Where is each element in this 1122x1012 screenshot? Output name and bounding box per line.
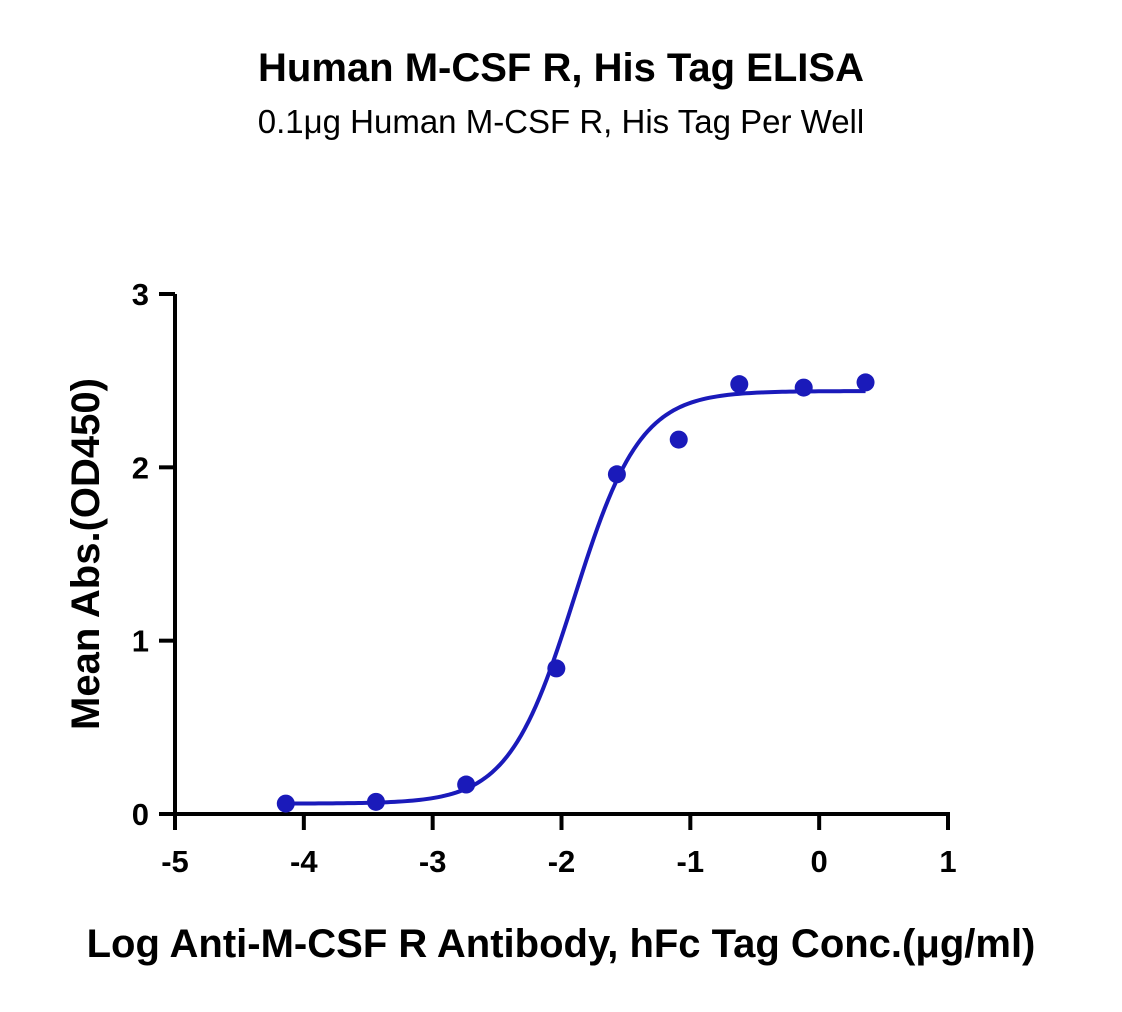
data-point <box>730 375 749 394</box>
data-point <box>607 465 626 484</box>
y-tick-label: 2 <box>132 450 149 485</box>
fit-curve <box>285 389 866 806</box>
data-point <box>856 373 875 392</box>
data-point <box>794 378 813 397</box>
x-axis-label: Log Anti-M-CSF R Antibody, hFc Tag Conc.… <box>87 922 1036 966</box>
x-tick-label: 0 <box>811 844 828 879</box>
chart-title: Human M-CSF R, His Tag ELISA <box>258 46 864 90</box>
data-point <box>366 792 385 811</box>
x-tick-label: -5 <box>161 844 189 879</box>
plot-area: -5 -4 -3 -2 -1 0 1 0 1 2 3 <box>132 277 957 879</box>
x-tick-label: -4 <box>290 844 318 879</box>
y-tick-label: 0 <box>132 797 149 832</box>
data-point <box>457 775 476 794</box>
y-tick-label: 3 <box>132 277 149 312</box>
data-point <box>276 794 295 813</box>
y-tick-label: 1 <box>132 624 149 659</box>
data-point <box>669 430 688 449</box>
x-tick-label: -3 <box>419 844 447 879</box>
x-axis-ticks: -5 -4 -3 -2 -1 0 1 <box>161 814 957 879</box>
chart-subtitle: 0.1μg Human M-CSF R, His Tag Per Well <box>258 103 864 140</box>
data-points <box>276 373 875 813</box>
x-tick-label: -1 <box>677 844 705 879</box>
data-point <box>547 659 566 678</box>
x-tick-label: 1 <box>939 844 956 879</box>
x-tick-label: -2 <box>548 844 576 879</box>
y-axis-ticks: 0 1 2 3 <box>132 277 175 832</box>
y-axis-label: Mean Abs.(OD450) <box>64 378 108 730</box>
